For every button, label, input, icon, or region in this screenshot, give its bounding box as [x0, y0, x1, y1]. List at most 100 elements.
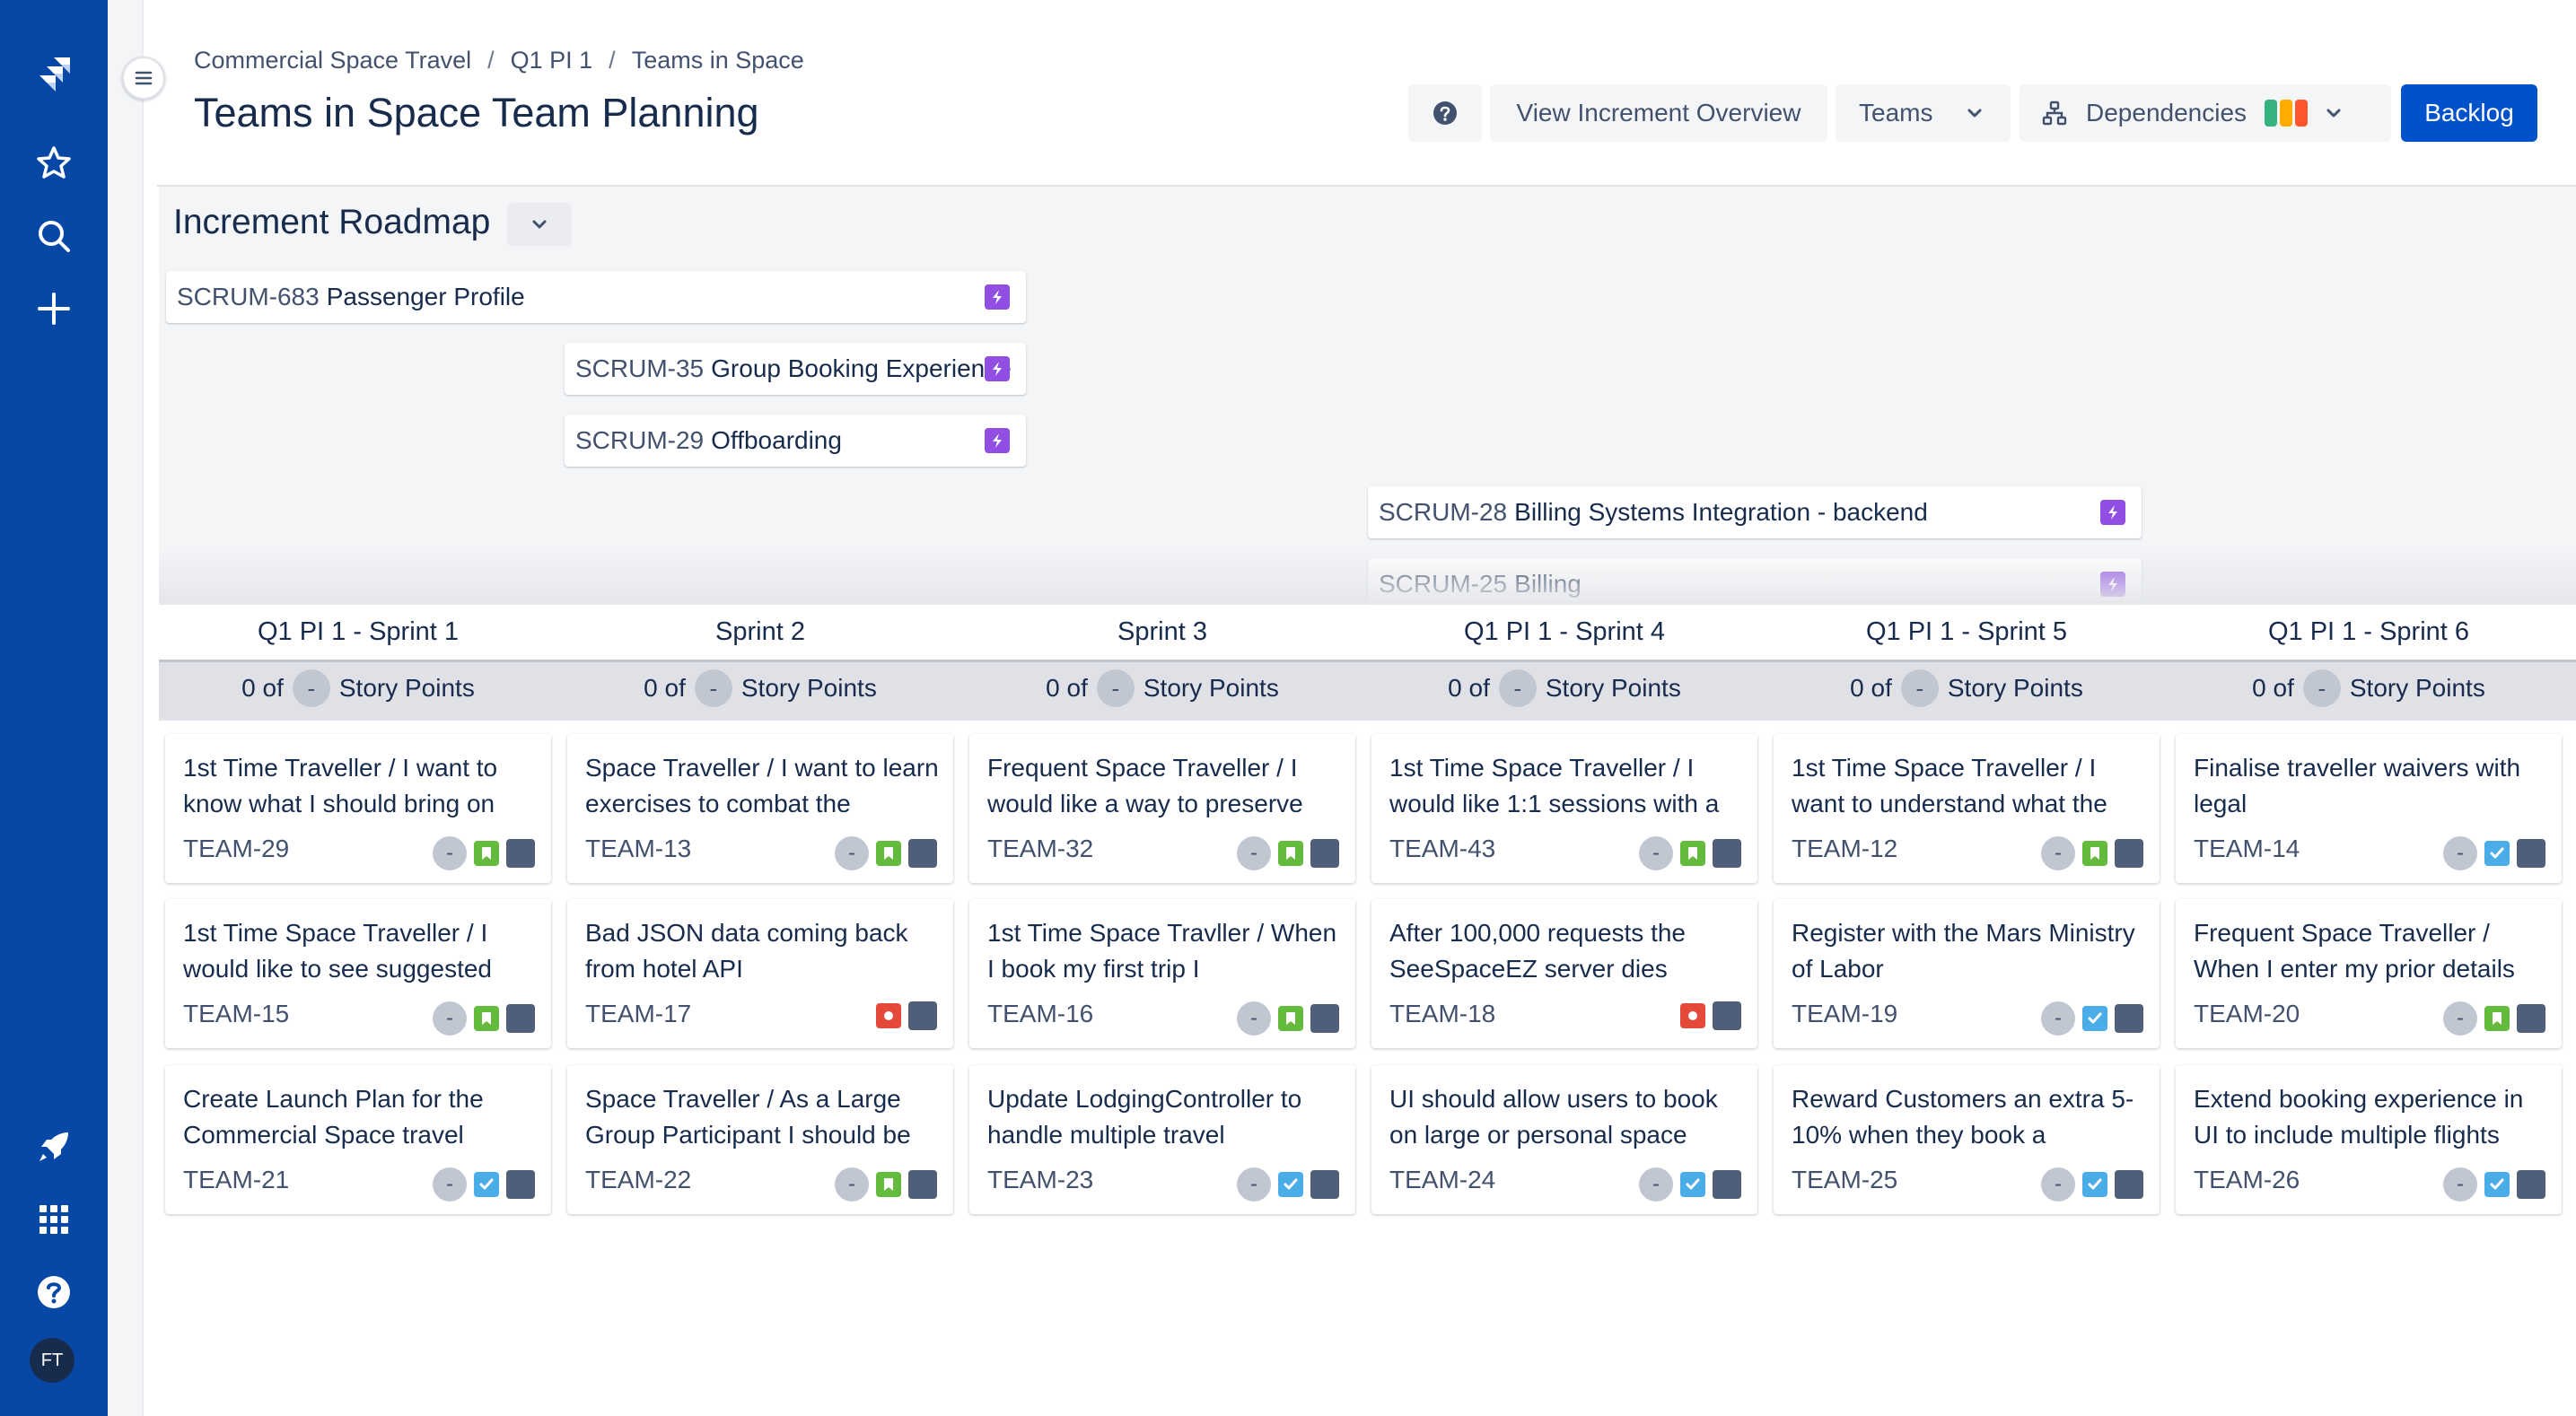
- epic-bar[interactable]: SCRUM-28 Billing Systems Integration - ba…: [1368, 486, 2142, 538]
- issue-card[interactable]: UI should allow users to book on large o…: [1371, 1065, 1757, 1214]
- avatar[interactable]: FT: [30, 1338, 74, 1383]
- points-capacity-pill[interactable]: -: [1096, 669, 1135, 707]
- issue-icons: -: [835, 1167, 937, 1202]
- estimate-badge[interactable]: -: [1639, 1167, 1673, 1202]
- status-square-icon: [1713, 1170, 1741, 1199]
- issue-card[interactable]: 1st Time Traveller / I want to know what…: [165, 734, 551, 883]
- issue-card[interactable]: Reward Customers an extra 5-10% when the…: [1774, 1065, 2160, 1214]
- issue-card[interactable]: Finalise traveller waivers with legal TEA…: [2176, 734, 2562, 883]
- issue-card[interactable]: 1st Time Space Traveller / I want to und…: [1774, 734, 2160, 883]
- issue-card[interactable]: Space Traveller / As a Large Group Parti…: [567, 1065, 953, 1214]
- epic-bar[interactable]: SCRUM-683 Passenger Profile: [166, 271, 1026, 323]
- estimate-badge[interactable]: -: [2041, 1167, 2075, 1202]
- epic-key: SCRUM-35: [575, 354, 705, 382]
- estimate-badge[interactable]: -: [2443, 1167, 2477, 1202]
- issue-icons: -: [2443, 836, 2545, 870]
- issue-card[interactable]: Extend booking experience in UI to inclu…: [2176, 1065, 2562, 1214]
- epic-bar[interactable]: SCRUM-29 Offboarding: [565, 415, 1026, 467]
- points-committed: 0 of: [644, 674, 686, 702]
- estimate-badge[interactable]: -: [835, 1167, 869, 1202]
- status-square-icon: [1713, 1001, 1741, 1030]
- star-icon[interactable]: [27, 136, 81, 190]
- create-icon[interactable]: [27, 282, 81, 336]
- points-capacity-pill[interactable]: -: [2302, 669, 2341, 707]
- issue-key: TEAM-12: [1792, 835, 1898, 862]
- dependencies-label: Dependencies: [2086, 99, 2247, 127]
- jira-logo-icon[interactable]: [27, 47, 81, 101]
- epic-bar[interactable]: SCRUM-35 Group Booking Experience: [565, 343, 1026, 395]
- issue-summary: Create Launch Plan for the Commercial Sp…: [183, 1085, 484, 1149]
- issue-card[interactable]: Space Traveller / I want to learn exerci…: [567, 734, 953, 883]
- issue-summary: Frequent Space Traveller / I would like …: [987, 754, 1303, 817]
- issue-icons: -: [2443, 1001, 2545, 1036]
- page-title: Teams in Space Team Planning: [194, 90, 759, 135]
- epic-lightning-icon: [985, 356, 1010, 381]
- issue-key: TEAM-21: [183, 1166, 290, 1193]
- epic-name: Billing Systems Integration - backend: [1514, 498, 1928, 526]
- points-unit: Story Points: [2349, 674, 2485, 702]
- search-icon[interactable]: [27, 209, 81, 263]
- issue-card[interactable]: 1st Time Space Travller / When I book my…: [969, 899, 1355, 1048]
- issue-card[interactable]: Create Launch Plan for the Commercial Sp…: [165, 1065, 551, 1214]
- breadcrumb-item[interactable]: Q1 PI 1: [510, 47, 593, 74]
- points-committed: 0 of: [2252, 674, 2294, 702]
- sidebar-toggle-button[interactable]: [122, 57, 165, 100]
- help-icon[interactable]: [27, 1265, 81, 1319]
- roadmap-toggle-button[interactable]: [507, 203, 572, 246]
- estimate-badge[interactable]: -: [1237, 1001, 1271, 1036]
- estimate-badge[interactable]: -: [2443, 836, 2477, 870]
- issue-summary: Finalise traveller waivers with legal: [2194, 754, 2521, 817]
- estimate-badge[interactable]: -: [1237, 836, 1271, 870]
- estimate-badge[interactable]: -: [433, 836, 467, 870]
- sprint-story-points: 0 of - Story Points: [1774, 669, 2160, 707]
- issue-summary: Update LodgingController to handle multi…: [987, 1085, 1302, 1149]
- sprint-story-points: 0 of - Story Points: [2176, 669, 2562, 707]
- estimate-badge[interactable]: -: [433, 1001, 467, 1036]
- issue-summary: Reward Customers an extra 5-10% when the…: [1792, 1085, 2134, 1149]
- breadcrumb-item[interactable]: Commercial Space Travel: [194, 47, 472, 74]
- estimate-badge[interactable]: -: [1237, 1167, 1271, 1202]
- estimate-badge[interactable]: -: [2443, 1001, 2477, 1036]
- issue-card[interactable]: Update LodgingController to handle multi…: [969, 1065, 1355, 1214]
- issue-card[interactable]: Bad JSON data coming back from hotel API…: [567, 899, 953, 1048]
- dependencies-dropdown[interactable]: Dependencies: [2020, 84, 2391, 142]
- estimate-badge[interactable]: -: [2041, 836, 2075, 870]
- points-capacity-pill[interactable]: -: [1900, 669, 1939, 707]
- breadcrumb-item[interactable]: Teams in Space: [631, 47, 804, 74]
- epic-name: Group Booking Experience: [711, 354, 1012, 382]
- issue-icons: -: [1237, 1001, 1339, 1036]
- sprint-story-points: 0 of - Story Points: [567, 669, 953, 707]
- issue-icons: -: [433, 836, 535, 870]
- estimate-badge[interactable]: -: [835, 836, 869, 870]
- issue-card[interactable]: Frequent Space Traveller / When I enter …: [2176, 899, 2562, 1048]
- sprint-story-points: 0 of - Story Points: [165, 669, 551, 707]
- apps-grid-icon[interactable]: [27, 1193, 81, 1246]
- roadmap-title: Increment Roadmap: [173, 203, 491, 241]
- chevron-down-icon: [1967, 109, 1982, 118]
- view-increment-overview-button[interactable]: View Increment Overview: [1490, 84, 1827, 142]
- issue-card[interactable]: 1st Time Space Traveller / I would like …: [1371, 734, 1757, 883]
- task-type-icon: [1278, 1172, 1303, 1197]
- estimate-badge[interactable]: -: [1639, 836, 1673, 870]
- issue-card[interactable]: After 100,000 requests the SeeSpaceEZ se…: [1371, 899, 1757, 1048]
- estimate-badge[interactable]: -: [2041, 1001, 2075, 1036]
- issue-summary: Bad JSON data coming back from hotel API: [585, 919, 908, 983]
- issue-icons: [1680, 1001, 1741, 1030]
- points-capacity-pill[interactable]: -: [1498, 669, 1537, 707]
- teams-dropdown[interactable]: Teams: [1836, 84, 2011, 142]
- help-button[interactable]: [1408, 84, 1482, 142]
- estimate-badge[interactable]: -: [433, 1167, 467, 1202]
- issue-card[interactable]: Frequent Space Traveller / I would like …: [969, 734, 1355, 883]
- issue-key: TEAM-22: [585, 1166, 692, 1193]
- epic-name: Passenger Profile: [326, 283, 525, 310]
- issue-card[interactable]: 1st Time Space Traveller / I would like …: [165, 899, 551, 1048]
- issue-card[interactable]: Register with the Mars Ministry of Labor…: [1774, 899, 2160, 1048]
- points-capacity-pill[interactable]: -: [292, 669, 330, 707]
- points-capacity-pill[interactable]: -: [694, 669, 732, 707]
- backlog-button[interactable]: Backlog: [2401, 84, 2537, 142]
- issue-summary: 1st Time Space Traveller / I want to und…: [1792, 754, 2107, 817]
- status-square-icon: [1310, 1004, 1339, 1033]
- issue-key: TEAM-17: [585, 1000, 692, 1027]
- issue-summary: UI should allow users to book on large o…: [1389, 1085, 1718, 1149]
- rocket-icon[interactable]: [27, 1120, 81, 1174]
